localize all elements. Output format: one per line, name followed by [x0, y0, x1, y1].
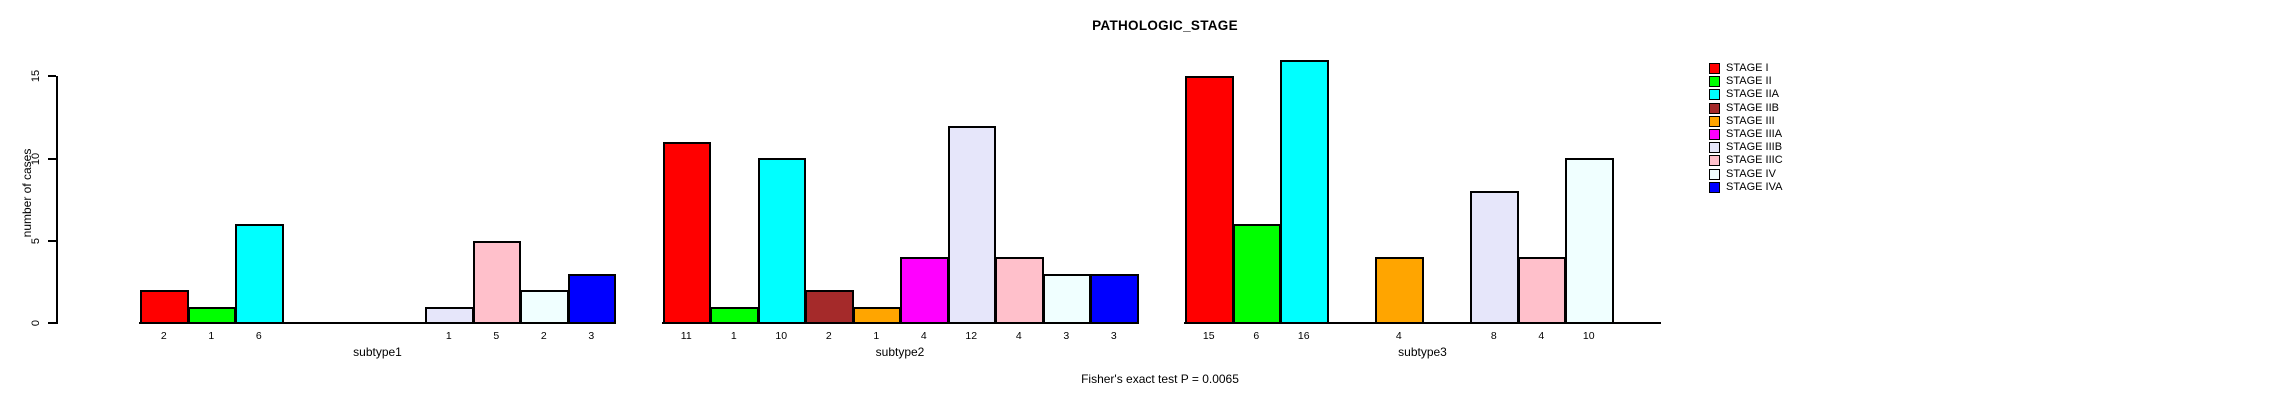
bar-subtype1-stage-iv — [520, 290, 569, 324]
legend-swatch — [1709, 63, 1720, 74]
bar-value-label: 3 — [588, 330, 595, 342]
bar-value-label: 5 — [493, 330, 500, 342]
bar-subtype1-stage-iva — [567, 274, 616, 324]
legend-swatch — [1709, 129, 1720, 140]
bar-subtype1-stage-ii — [187, 307, 236, 324]
y-tick-mark — [48, 322, 56, 324]
legend-swatch — [1709, 102, 1720, 114]
bar-subtype1-stage-iiic — [472, 241, 521, 324]
bar-value-label: 1 — [873, 330, 880, 342]
bar-value-label: 2 — [825, 330, 832, 342]
bar-value-label: 3 — [1063, 330, 1070, 342]
x-category-label: subtype3 — [1398, 345, 1447, 359]
bar-subtype3-stage-ii — [1232, 224, 1281, 324]
bar-subtype1-stage-iiib — [425, 307, 474, 324]
legend-swatch — [1709, 115, 1720, 127]
bar-subtype3-stage-i — [1185, 76, 1234, 324]
y-tick-mark — [48, 239, 56, 242]
legend-swatch — [1709, 142, 1720, 154]
bar-value-label: 10 — [775, 330, 788, 342]
bar-subtype2-stage-i — [662, 142, 711, 324]
bar-subtype2-stage-iva — [1090, 274, 1139, 324]
legend-label: STAGE IIIA — [1726, 128, 1783, 140]
bar-subtype2-stage-iia — [757, 158, 806, 324]
bar-value-label: 4 — [1395, 330, 1402, 342]
bar-subtype2-stage-iv — [1042, 274, 1091, 324]
bar-value-label: 1 — [445, 330, 452, 342]
legend-label: STAGE IIB — [1726, 101, 1779, 114]
bar-subtype2-stage-ii — [710, 307, 759, 324]
y-tick-mark — [48, 157, 56, 160]
bar-value-label: 2 — [160, 330, 167, 342]
y-tick-mark — [48, 75, 56, 78]
bar-subtype2-stage-iib — [805, 290, 854, 324]
legend-swatch — [1709, 76, 1720, 88]
bar-value-label: 1 — [730, 330, 737, 342]
legend-label: STAGE III — [1726, 114, 1775, 127]
y-tick-label: 10 — [30, 152, 42, 165]
chart-title: PATHOLOGIC_STAGE — [1092, 18, 1238, 33]
bar-subtype2-stage-iiia — [900, 257, 949, 324]
legend-label: STAGE IIIC — [1726, 154, 1783, 167]
bar-value-label: 15 — [1202, 330, 1215, 342]
bar-subtype2-stage-iii — [852, 307, 901, 324]
bar-value-label: 8 — [1490, 330, 1497, 342]
legend-label: STAGE IVA — [1726, 180, 1783, 193]
y-axis-line — [56, 76, 58, 324]
bar-subtype3-stage-iv — [1565, 158, 1614, 324]
footnote-pvalue: Fisher's exact test P = 0.0065 — [1081, 372, 1239, 386]
bar-value-label: 12 — [965, 330, 978, 342]
legend-swatch — [1709, 155, 1720, 167]
y-tick-label: 0 — [30, 319, 42, 327]
bar-value-label: 1 — [208, 330, 215, 342]
bar-value-label: 4 — [920, 330, 927, 342]
legend-label: STAGE IIIB — [1726, 141, 1783, 154]
bar-value-label: 11 — [680, 330, 692, 342]
legend-label: STAGE II — [1726, 75, 1772, 88]
bar-subtype3-stage-iii — [1375, 257, 1424, 324]
bar-value-label: 10 — [1582, 330, 1595, 342]
bar-value-label: 2 — [540, 330, 547, 342]
bar-value-label: 4 — [1538, 330, 1545, 342]
legend-swatch — [1709, 89, 1720, 101]
bar-subtype2-stage-iiic — [995, 257, 1044, 324]
legend-swatch — [1709, 168, 1720, 180]
legend-label: STAGE IIA — [1726, 88, 1779, 101]
bar-subtype3-stage-iia — [1280, 60, 1329, 324]
legend-swatch — [1709, 181, 1720, 193]
bar-value-label: 4 — [1015, 330, 1022, 342]
bar-subtype2-stage-iiib — [947, 126, 996, 324]
bar-value-label: 3 — [1110, 330, 1117, 342]
y-tick-label: 5 — [30, 237, 42, 244]
x-category-label: subtype1 — [353, 345, 402, 359]
bar-subtype1-stage-iia — [235, 224, 284, 324]
bar-subtype1-stage-i — [140, 290, 189, 324]
x-category-label: subtype2 — [875, 345, 925, 359]
bar-value-label: 16 — [1297, 330, 1310, 342]
bar-value-label: 6 — [1253, 330, 1260, 342]
y-tick-label: 15 — [30, 70, 42, 83]
bar-value-label: 6 — [255, 330, 262, 342]
legend-label: STAGE IV — [1726, 167, 1776, 180]
bar-subtype3-stage-iiib — [1470, 191, 1519, 324]
bar-subtype3-stage-iiic — [1517, 257, 1566, 324]
legend-label: STAGE I — [1726, 62, 1769, 74]
x-baseline — [139, 322, 616, 324]
